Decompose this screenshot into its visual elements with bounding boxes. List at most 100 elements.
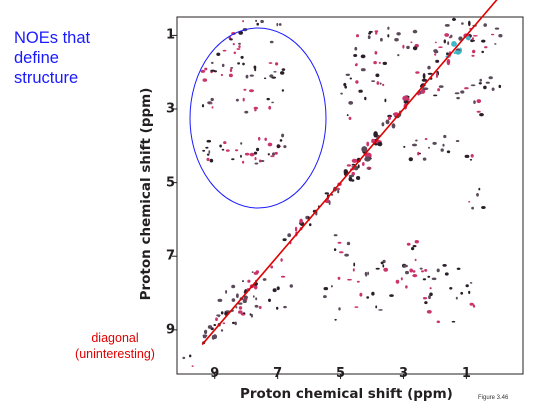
cross-peak <box>220 73 223 77</box>
cross-peak <box>432 141 437 145</box>
diagonal-note-text: diagonal (uninteresting) <box>50 330 180 362</box>
cross-peak <box>210 97 214 102</box>
cross-peak <box>217 298 223 302</box>
cross-peak <box>254 157 257 161</box>
x-tick-label: 9 <box>210 366 220 381</box>
diagonal-peak <box>421 78 428 82</box>
cross-peak <box>483 23 488 27</box>
cross-peak <box>233 51 236 55</box>
peak-layer <box>182 17 503 367</box>
cross-peak <box>283 145 287 149</box>
cross-peak <box>251 271 254 273</box>
cross-peak <box>436 320 440 324</box>
cross-peak <box>235 98 239 102</box>
cross-peak <box>451 18 457 21</box>
cross-peak <box>396 32 401 36</box>
cross-peak <box>230 67 234 69</box>
diagonal-peak <box>454 50 461 53</box>
cross-peak <box>403 145 406 148</box>
cross-peak <box>274 151 278 155</box>
cross-peak <box>273 71 277 73</box>
cross-peak <box>340 92 343 95</box>
cross-peak <box>348 101 354 105</box>
cross-peak <box>387 26 390 30</box>
diagonal-peak <box>366 141 370 147</box>
cross-peak <box>254 109 257 112</box>
cross-peak <box>242 97 245 102</box>
cross-peak <box>276 306 279 310</box>
cross-peak <box>323 295 327 299</box>
cross-peak <box>189 354 192 358</box>
cross-peak <box>434 53 437 56</box>
cross-peak <box>375 73 380 78</box>
cross-peak <box>476 193 479 197</box>
cross-peak <box>490 33 495 36</box>
diagonal-peak <box>218 314 220 318</box>
cross-peak <box>395 279 400 284</box>
cross-peak <box>268 105 272 110</box>
cross-peak <box>415 71 420 74</box>
cross-peak <box>356 34 359 38</box>
diagonal-peak <box>468 20 471 27</box>
cross-peak <box>242 20 245 23</box>
cross-peak <box>231 284 236 289</box>
cross-peak <box>472 49 476 54</box>
diagonal-peak <box>422 87 429 91</box>
cross-peak <box>338 307 341 311</box>
diagonal-peak <box>270 265 274 269</box>
diagonal-peak <box>458 36 463 41</box>
cross-peak <box>256 147 260 152</box>
cross-peak <box>476 110 481 113</box>
cross-peak <box>333 248 337 252</box>
cross-peak <box>210 102 213 105</box>
cross-peak <box>378 61 381 64</box>
cross-peak <box>427 275 431 278</box>
diagonal-peak <box>357 164 360 169</box>
cross-peak <box>225 149 230 152</box>
cross-peak <box>412 274 418 278</box>
diagonal-peak <box>377 141 383 147</box>
cross-peak <box>223 141 227 145</box>
diagonal-peak <box>280 258 283 262</box>
x-tick-label: 7 <box>273 366 283 381</box>
cross-peak <box>354 46 358 51</box>
cross-peak <box>469 282 473 284</box>
cross-peak <box>211 106 214 109</box>
cross-peak <box>225 290 228 294</box>
cross-peak <box>267 142 273 147</box>
cross-peak <box>219 144 222 148</box>
cross-peak <box>442 143 445 147</box>
cross-peak <box>249 152 255 157</box>
y-tick-marks <box>172 34 177 331</box>
cross-peak <box>479 78 483 82</box>
cross-peak <box>242 62 245 66</box>
y-axis-label: Proton chemical shift (ppm) <box>138 87 154 301</box>
diagonal-peak <box>202 335 207 339</box>
cross-peak <box>228 73 233 78</box>
cross-peak <box>470 154 474 158</box>
cross-peak <box>237 302 243 305</box>
cross-peak <box>472 39 475 42</box>
cross-peak <box>244 110 249 114</box>
cross-peak <box>438 46 443 48</box>
cross-peak <box>253 151 258 155</box>
cross-peak <box>255 19 257 22</box>
cross-peak <box>281 68 286 71</box>
diagonal-peak <box>236 293 239 299</box>
cross-peak <box>484 46 488 49</box>
cross-peak <box>234 321 237 326</box>
cross-peak <box>244 152 250 156</box>
diagonal-peak <box>243 295 248 300</box>
cross-peak <box>253 65 257 69</box>
cross-peak <box>424 269 428 272</box>
cross-peak <box>476 99 482 104</box>
cross-peak <box>422 278 427 281</box>
cross-peak <box>280 71 285 75</box>
cross-peak <box>422 297 428 300</box>
cross-peak <box>375 305 378 309</box>
diagonal-peak <box>282 238 287 242</box>
diagonal-peak <box>385 119 390 125</box>
cross-peak <box>461 22 464 25</box>
cross-peak <box>437 88 440 92</box>
cross-peak <box>346 241 351 246</box>
